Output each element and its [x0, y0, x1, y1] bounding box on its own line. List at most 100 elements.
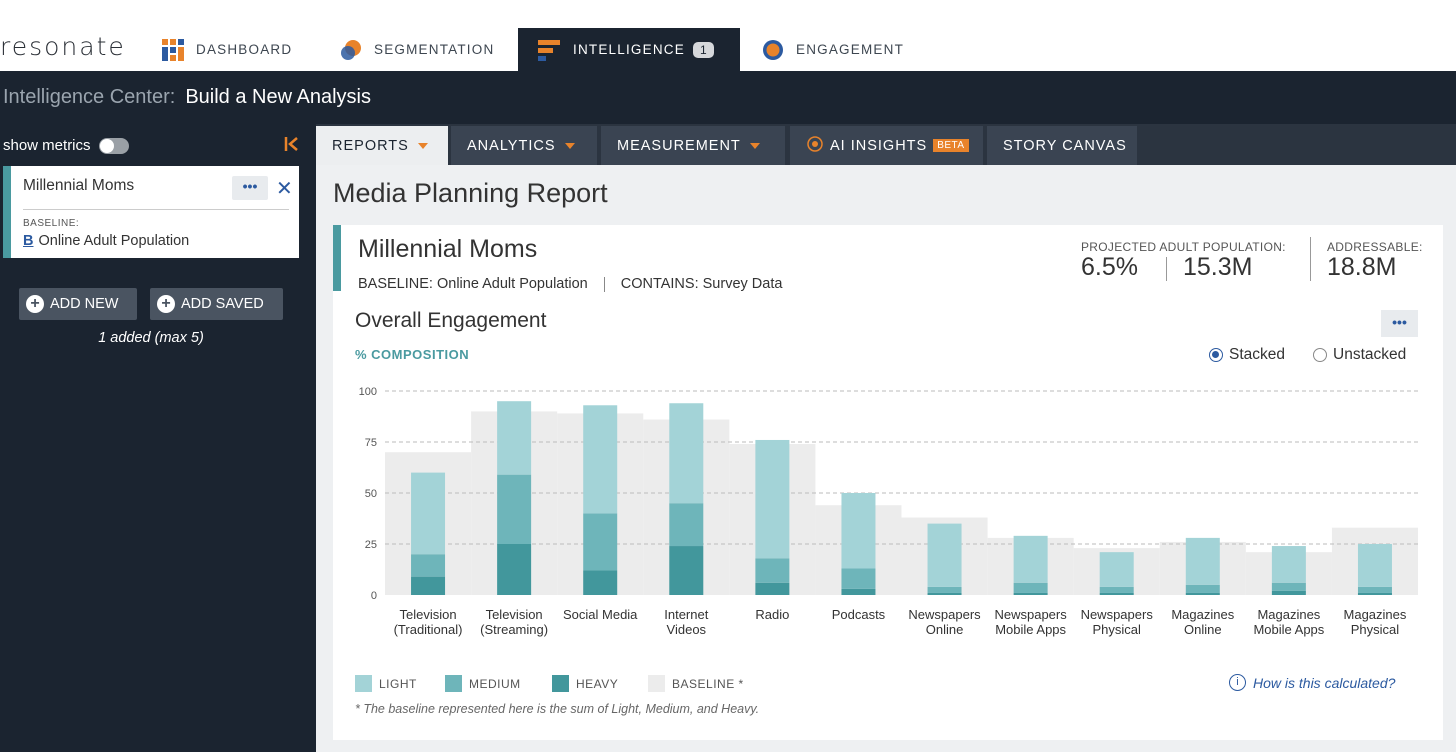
bar-medium: [755, 558, 790, 583]
radio-unselected-icon: [1313, 348, 1327, 362]
meta-separator: [603, 276, 605, 292]
bar-heavy: [1013, 592, 1048, 595]
bar-medium: [1357, 586, 1392, 593]
info-icon: i: [1229, 674, 1246, 691]
report-content: Media Planning Report Millennial Moms BA…: [316, 165, 1456, 752]
tab-engagement[interactable]: ENGAGEMENT: [762, 28, 904, 71]
legend-baseline-label: BASELINE *: [672, 676, 744, 691]
report-tabs: REPORTS ANALYTICS MEASUREMENT AI INSIGHT…: [316, 124, 1456, 165]
y-tick-label: 100: [359, 386, 377, 398]
x-tick-label: (Traditional): [394, 622, 463, 637]
y-tick-label: 25: [365, 539, 377, 551]
tab-analytics-label: ANALYTICS: [467, 137, 556, 154]
radio-selected-icon: [1209, 348, 1223, 362]
unstacked-radio[interactable]: Unstacked: [1313, 346, 1406, 364]
legend-medium-swatch: [445, 675, 462, 692]
show-metrics-label: show metrics: [3, 137, 91, 154]
bar-medium: [927, 586, 962, 593]
bar-medium: [1099, 586, 1134, 593]
segment-accent-bar: [333, 225, 341, 291]
legend-light-swatch: [355, 675, 372, 692]
stacked-radio[interactable]: Stacked: [1209, 346, 1285, 364]
projected-population-label: PROJECTED ADULT POPULATION:: [1081, 240, 1286, 254]
bar-heavy: [497, 544, 532, 595]
baseline-icon: B: [23, 233, 34, 249]
segment-name: Millennial Moms: [23, 177, 135, 194]
engagement-icon: [762, 39, 784, 61]
tab-intelligence[interactable]: INTELLIGENCE 1: [518, 28, 740, 71]
legend-heavy-label: HEAVY: [576, 676, 619, 691]
legend-baseline-swatch: [648, 675, 665, 692]
legend-baseline: BASELINE *: [648, 675, 744, 692]
bar-heavy: [1357, 592, 1392, 595]
report-segment-meta: BASELINE: Online Adult Population CONTAIN…: [358, 276, 782, 292]
add-new-label: ADD NEW: [50, 296, 119, 312]
y-tick-label: 50: [365, 488, 377, 500]
show-metrics-toggle[interactable]: [98, 137, 129, 154]
tab-story-canvas-label: STORY CANVAS: [1003, 137, 1127, 154]
tab-measurement[interactable]: MEASUREMENT: [601, 126, 785, 165]
legend-medium: MEDIUM: [445, 675, 521, 692]
legend-medium-label: MEDIUM: [469, 676, 521, 691]
chevron-down-icon: [749, 142, 760, 149]
bar-light: [1013, 535, 1048, 583]
bar-heavy: [1271, 590, 1306, 595]
x-tick-label: Physical: [1351, 622, 1400, 637]
baseline-value: B Online Adult Population: [23, 233, 189, 249]
bar-light: [755, 439, 790, 559]
bar-medium: [411, 554, 446, 577]
tab-reports[interactable]: REPORTS: [316, 126, 448, 165]
app-logo[interactable]: resonate: [0, 32, 126, 61]
how-calculated-link[interactable]: i How is this calculated?: [1229, 674, 1395, 691]
add-saved-button[interactable]: + ADD SAVED: [150, 288, 283, 320]
projected-population-count: 15.3M: [1183, 253, 1253, 281]
report-title: Media Planning Report: [333, 178, 608, 208]
report-segment-name: Millennial Moms: [358, 235, 538, 263]
segment-more-button[interactable]: •••: [232, 176, 268, 200]
plus-icon: +: [157, 295, 175, 313]
x-tick-label: Videos: [667, 622, 707, 637]
bar-light: [1099, 552, 1134, 587]
tab-reports-label: REPORTS: [332, 137, 409, 154]
how-calculated-label: How is this calculated?: [1253, 674, 1396, 691]
intelligence-icon: [538, 39, 560, 61]
x-tick-label: Newspapers: [1081, 607, 1154, 622]
tab-ai-insights-label: AI INSIGHTS: [830, 137, 928, 154]
tab-analytics[interactable]: ANALYTICS: [451, 126, 597, 165]
x-tick-label: Magazines: [1171, 607, 1234, 622]
tab-story-canvas[interactable]: STORY CANVAS: [987, 126, 1137, 165]
tab-segmentation[interactable]: SEGMENTATION: [340, 28, 494, 71]
chart-more-button[interactable]: •••: [1381, 310, 1418, 337]
collapse-sidebar-icon[interactable]: [284, 136, 300, 157]
section-title: Intelligence Center:: [3, 86, 176, 108]
segmentation-icon: [340, 39, 362, 61]
legend-heavy-swatch: [552, 675, 569, 692]
bar-light: [841, 493, 876, 569]
tab-measurement-label: MEASUREMENT: [617, 137, 741, 154]
sidebar: show metrics Millennial Moms ••• ✕ BASEL…: [0, 124, 316, 752]
unstacked-label: Unstacked: [1333, 346, 1407, 363]
x-tick-label: Online: [1184, 622, 1222, 637]
tab-ai-insights[interactable]: AI INSIGHTS BETA: [790, 126, 983, 165]
report-panel: Millennial Moms BASELINE: Online Adult P…: [333, 225, 1443, 740]
ai-insights-icon: [806, 135, 824, 157]
bar-medium: [1013, 582, 1048, 593]
bar-medium: [669, 503, 704, 547]
x-tick-label: (Streaming): [480, 622, 548, 637]
legend-light: LIGHT: [355, 675, 417, 692]
bar-light: [411, 472, 446, 555]
x-tick-label: Magazines: [1257, 607, 1320, 622]
bar-heavy: [1185, 592, 1220, 595]
engagement-chart: 0255075100Television(Traditional)Televis…: [359, 386, 1418, 637]
bar-light: [927, 523, 962, 587]
show-metrics-control: show metrics: [3, 137, 129, 154]
composition-label: % COMPOSITION: [355, 347, 470, 362]
bar-light: [1185, 537, 1220, 585]
x-tick-label: Television: [399, 607, 456, 622]
tab-dashboard[interactable]: DASHBOARD: [162, 28, 292, 71]
add-saved-label: ADD SAVED: [181, 296, 264, 312]
segment-card[interactable]: Millennial Moms ••• ✕ BASELINE: B Online …: [3, 166, 299, 258]
segment-remove-button[interactable]: ✕: [276, 178, 293, 200]
add-new-button[interactable]: + ADD NEW: [19, 288, 137, 320]
bar-heavy: [669, 546, 704, 595]
